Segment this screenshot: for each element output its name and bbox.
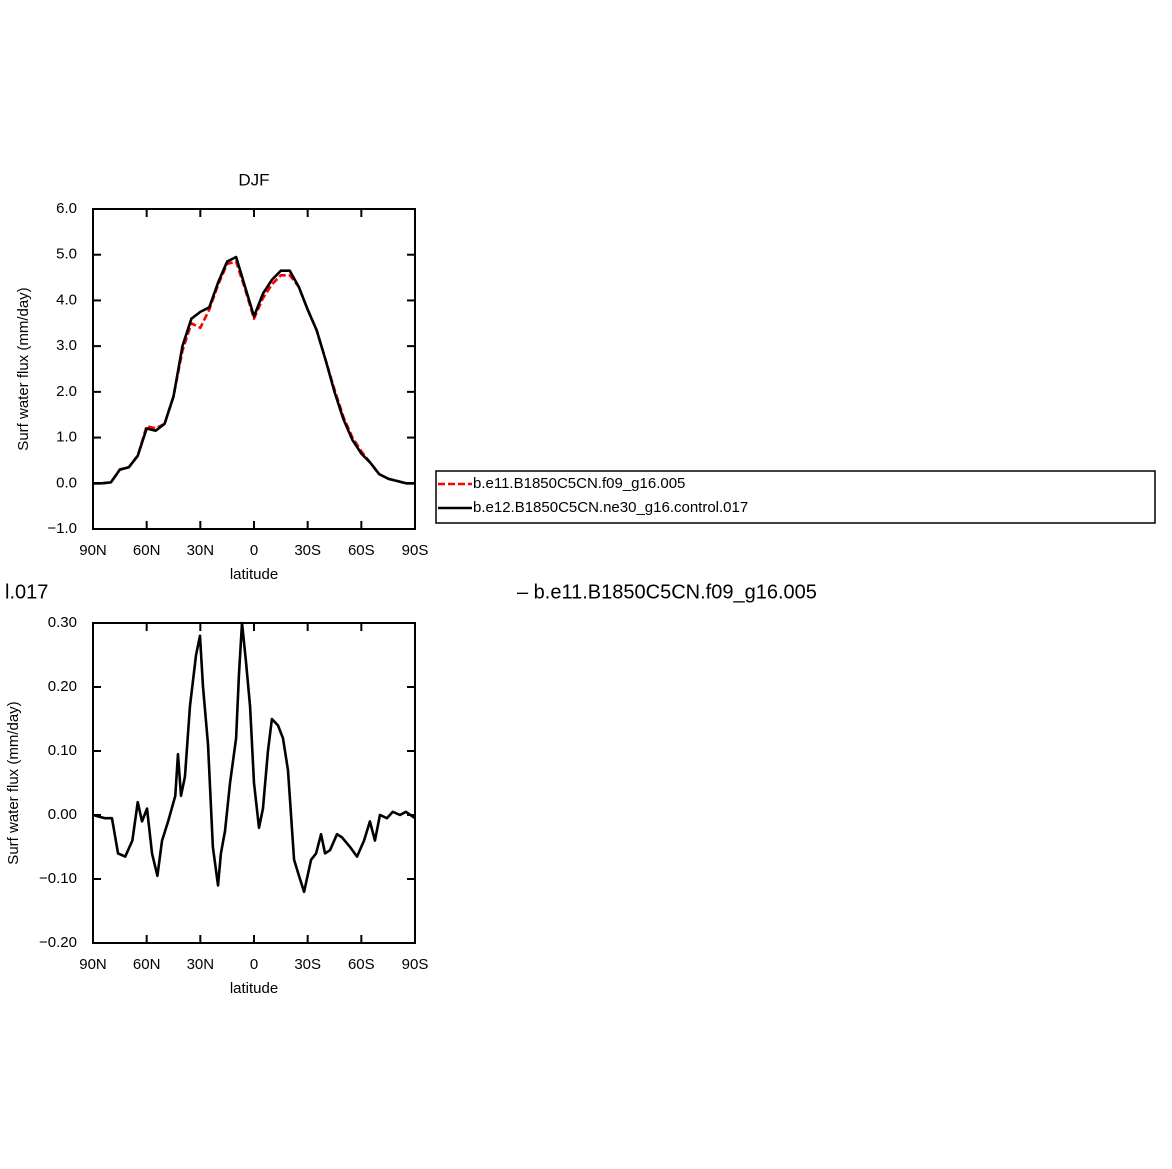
y-tick-label: 6.0 (56, 200, 77, 217)
y-tick-label: 0.00 (48, 806, 77, 823)
x-tick-label: 90N (79, 956, 107, 973)
y-axis-label: Surf water flux (mm/day) (5, 701, 22, 864)
series-line (93, 260, 415, 485)
x-tick-label: 30S (294, 542, 321, 559)
x-tick-label: 30N (187, 542, 215, 559)
x-tick-label: 90N (79, 542, 107, 559)
x-axis-label: latitude (230, 980, 278, 997)
x-axis-label: latitude (230, 566, 278, 583)
x-tick-label: 90S (402, 542, 429, 559)
x-tick-label: 60S (348, 956, 375, 973)
x-tick-label: 30N (187, 956, 215, 973)
y-tick-label: 3.0 (56, 337, 77, 354)
y-tick-label: 1.0 (56, 429, 77, 446)
y-tick-label: 4.0 (56, 291, 77, 308)
y-tick-label: 2.0 (56, 383, 77, 400)
chart-title: DJF (238, 170, 269, 189)
plot-frame (92, 622, 416, 944)
y-axis-label: Surf water flux (mm/day) (15, 287, 32, 450)
y-tick-label: −0.20 (39, 934, 77, 951)
y-tick-label: 0.20 (48, 678, 77, 695)
x-tick-label: 0 (250, 542, 258, 559)
x-tick-label: 30S (294, 956, 321, 973)
x-tick-label: 0 (250, 956, 258, 973)
x-tick-label: 90S (402, 956, 429, 973)
y-tick-label: −1.0 (47, 520, 77, 537)
legend-box (435, 470, 1156, 524)
y-tick-label: 0.30 (48, 614, 77, 631)
legend-label: b.e12.B1850C5CN.ne30_g16.control.017 (473, 499, 748, 516)
plot-frame (92, 208, 416, 530)
annotation: l.017 (5, 581, 48, 603)
series-line (92, 621, 416, 894)
series-line (93, 255, 415, 485)
x-tick-label: 60N (133, 542, 161, 559)
legend-label: b.e11.B1850C5CN.f09_g16.005 (473, 475, 685, 492)
annotation: – b.e11.B1850C5CN.f09_g16.005 (517, 581, 817, 603)
x-tick-label: 60S (348, 542, 375, 559)
y-tick-label: 0.0 (56, 474, 77, 491)
x-tick-label: 60N (133, 956, 161, 973)
y-tick-label: 5.0 (56, 246, 77, 263)
y-tick-label: −0.10 (39, 870, 77, 887)
y-tick-label: 0.10 (48, 742, 77, 759)
